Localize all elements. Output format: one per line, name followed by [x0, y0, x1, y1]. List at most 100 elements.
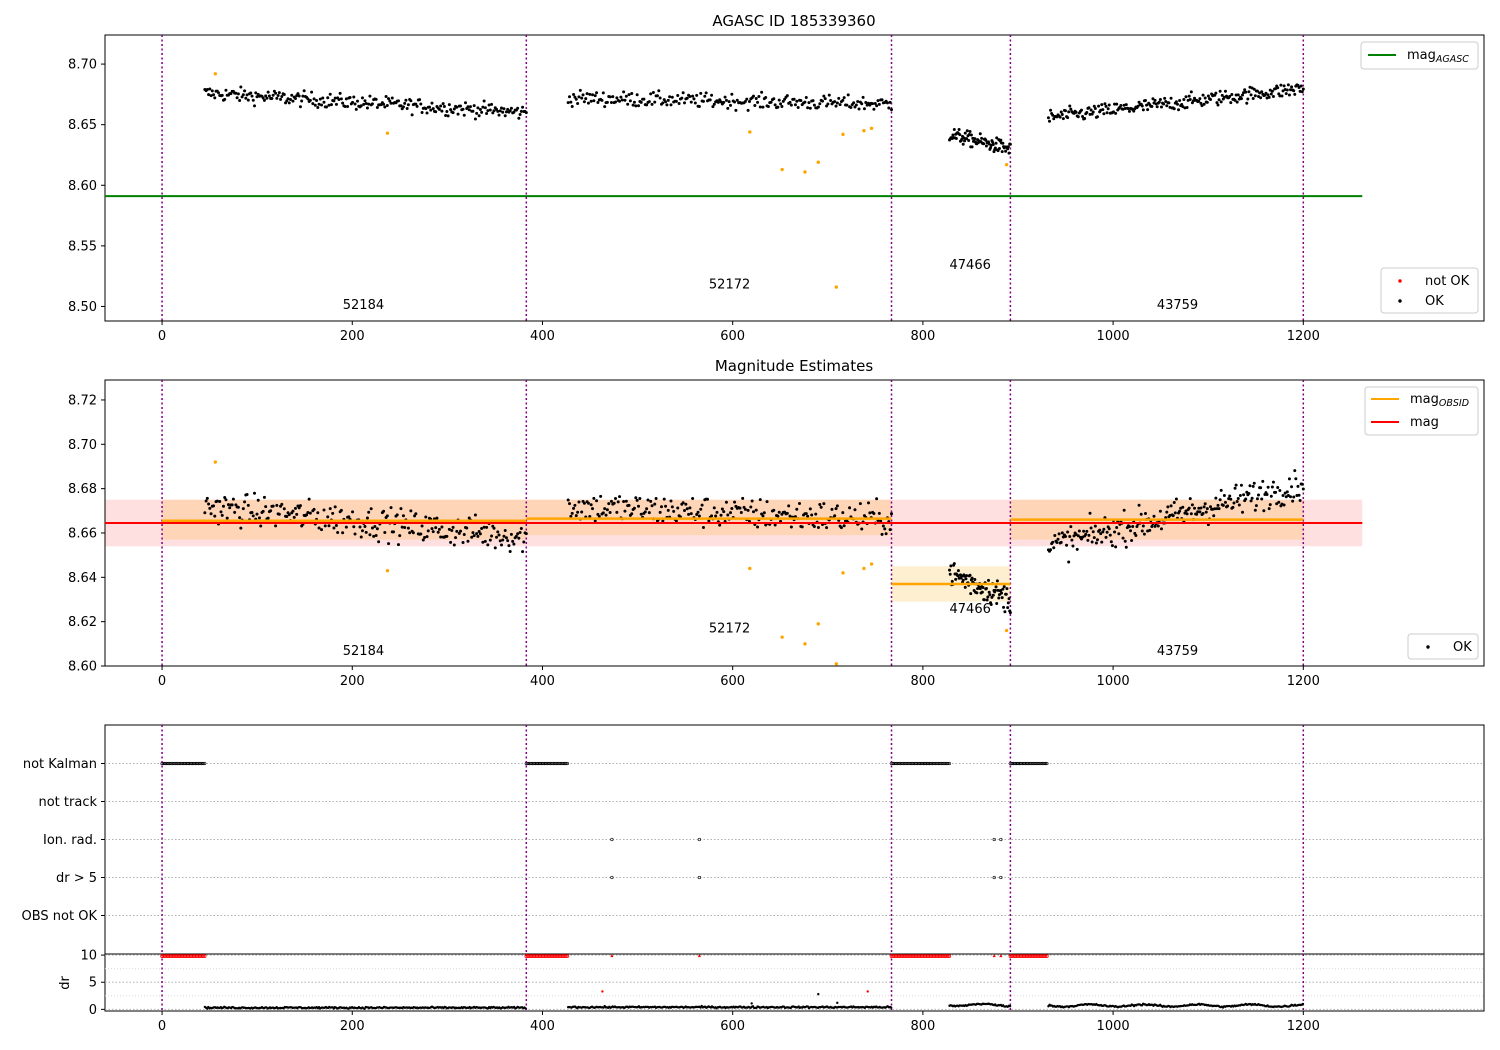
data-point-ok: [772, 508, 776, 512]
data-point-ok: [1251, 484, 1255, 488]
data-point-ok: [978, 132, 982, 136]
data-point-ok: [1189, 512, 1193, 516]
data-point-ok: [995, 579, 999, 583]
data-point-ok: [497, 533, 501, 537]
data-point-ok: [461, 107, 465, 111]
data-point-ok: [811, 99, 815, 103]
flag-point: [905, 761, 909, 766]
data-point-ok: [410, 113, 414, 117]
data-point-ok: [1218, 89, 1222, 93]
data-point-ok: [1055, 540, 1059, 544]
data-point-ok: [570, 511, 574, 515]
data-point-ok: [517, 536, 521, 540]
data-point-ok: [743, 100, 747, 104]
data-point-ok: [1278, 489, 1282, 493]
data-point-ok: [873, 101, 877, 105]
data-point-ok: [1253, 94, 1257, 98]
data-point-ok: [352, 525, 356, 529]
data-point-ok: [492, 109, 496, 113]
data-point-ok: [1108, 533, 1112, 537]
data-point-ok: [396, 99, 400, 103]
data-point-ok: [257, 516, 261, 520]
data-point-ok: [1195, 512, 1199, 516]
data-point-ok: [1052, 546, 1056, 550]
data-point-ok: [382, 509, 386, 513]
data-point-ok: [1174, 100, 1178, 104]
data-point-ok: [970, 145, 974, 149]
flag-point: [914, 761, 918, 766]
data-point-ok: [765, 500, 769, 504]
data-point-ok: [445, 109, 449, 113]
data-point-ok: [968, 573, 972, 577]
data-point-ok: [566, 498, 570, 502]
data-point-ok: [377, 540, 381, 544]
data-point-ok: [1091, 530, 1095, 534]
data-point-ok: [825, 526, 829, 530]
data-point-ok: [969, 133, 973, 137]
data-point-ok: [317, 526, 321, 530]
data-point-ok: [608, 95, 612, 99]
flag-point: [174, 761, 178, 766]
data-point-ok: [447, 527, 451, 531]
data-point-ok: [498, 109, 502, 113]
data-point-ok: [650, 102, 654, 106]
data-point-ok: [475, 532, 479, 536]
flag-point: [180, 761, 184, 766]
data-point-ok: [685, 96, 689, 100]
data-point-ok: [1006, 606, 1010, 610]
data-point-ok: [408, 531, 412, 535]
flag-row-label: not Kalman: [23, 757, 97, 772]
data-point-ok: [1262, 509, 1266, 513]
dr-axis-label: dr: [58, 976, 73, 990]
flag-point: [1031, 761, 1035, 766]
data-point-ok: [1294, 477, 1298, 481]
data-point-ok: [1217, 507, 1221, 511]
data-point-ok: [672, 509, 676, 513]
data-point-ok: [519, 527, 523, 531]
data-point-not-ok: [213, 460, 218, 464]
data-point-ok: [473, 513, 477, 517]
y-tick-label: 8.62: [68, 615, 97, 630]
data-point-ok: [1100, 103, 1104, 107]
data-point-ok: [253, 491, 257, 495]
flag-point: [1027, 761, 1031, 766]
data-point-ok: [1153, 524, 1157, 528]
data-point-ok: [368, 533, 372, 537]
data-point-ok: [577, 500, 581, 504]
obsid-label: 52184: [343, 298, 384, 313]
data-point-ok: [1167, 101, 1171, 105]
data-point-ok: [760, 90, 764, 94]
dr-saturated-point: [201, 954, 205, 958]
axes-frame: [104, 34, 1485, 322]
data-point-ok: [454, 536, 458, 540]
data-point-ok: [1203, 502, 1207, 506]
data-point-ok: [1069, 107, 1073, 111]
obsid-label: 52172: [709, 622, 750, 637]
dr-saturated-point: [1043, 954, 1048, 958]
data-point-ok: [316, 105, 320, 109]
data-point-ok: [1277, 500, 1281, 504]
data-point-ok: [681, 501, 685, 505]
data-point-ok: [360, 529, 364, 533]
data-point-ok: [332, 526, 336, 530]
data-point-ok: [400, 525, 404, 529]
data-point-ok: [246, 98, 250, 102]
data-point-ok: [1235, 100, 1239, 104]
data-point-ok: [337, 98, 341, 102]
data-point-ok: [401, 514, 405, 518]
data-point-ok: [506, 107, 510, 111]
data-point-ok: [364, 101, 368, 105]
data-point-ok: [497, 113, 501, 117]
data-point-ok: [733, 500, 737, 504]
data-point-ok: [1231, 505, 1235, 509]
data-point-ok: [1171, 514, 1175, 518]
data-point-ok: [1187, 506, 1191, 510]
data-point-ok: [1164, 516, 1168, 520]
data-point-ok: [1214, 91, 1218, 95]
data-point-ok: [238, 516, 242, 520]
data-point-ok: [243, 89, 247, 93]
data-point-ok: [822, 502, 826, 506]
data-point-ok: [724, 500, 728, 504]
data-point-ok: [1113, 530, 1117, 534]
data-point-ok: [1198, 97, 1202, 101]
